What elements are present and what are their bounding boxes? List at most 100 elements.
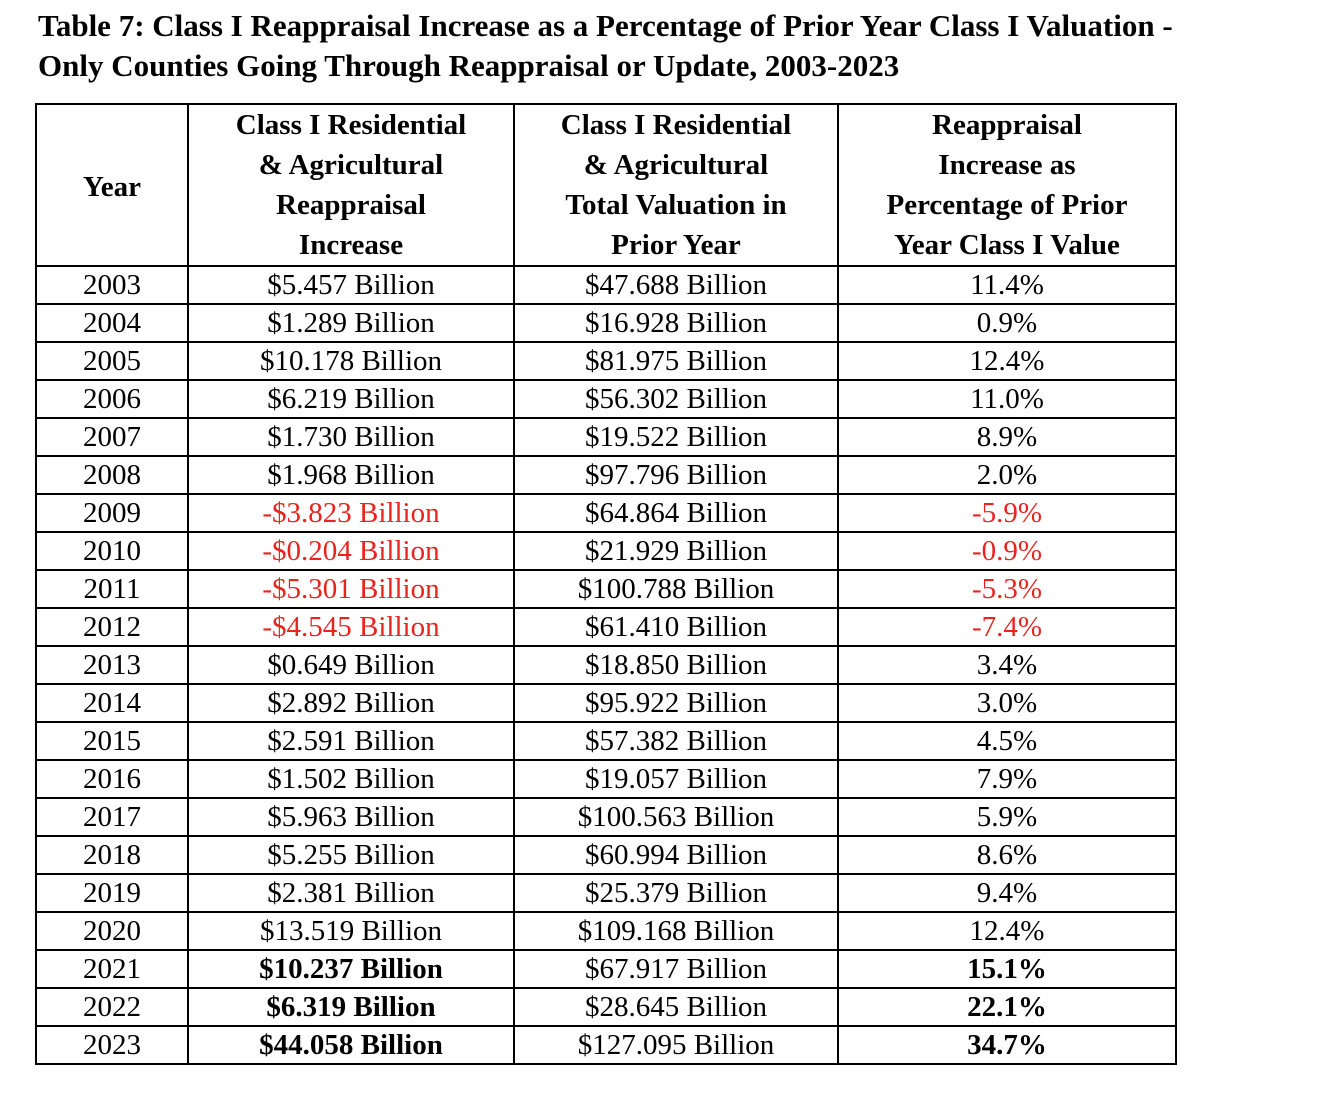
cell-percentage: 2.0% [837,455,1177,495]
cell-percentage: 3.0% [837,683,1177,723]
header-line: Total Valuation in [565,189,787,221]
table-row: 2016 $1.502 Billion $19.057 Billion 7.9% [35,759,1177,799]
table-row: 2017 $5.963 Billion $100.563 Billion 5.9% [35,797,1177,837]
cell-prior-valuation: $28.645 Billion [513,987,839,1027]
table-row: 2020 $13.519 Billion $109.168 Billion 12.4% [35,911,1177,951]
table-row: 2012 -$4.545 Billion $61.410 Billion -7.4% [35,607,1177,647]
cell-percentage: -7.4% [837,607,1177,647]
cell-year: 2003 [35,265,189,305]
table-row: 2018 $5.255 Billion $60.994 Billion 8.6% [35,835,1177,875]
table-row: 2013 $0.649 Billion $18.850 Billion 3.4% [35,645,1177,685]
cell-percentage: 5.9% [837,797,1177,837]
header-line: Reappraisal [276,189,426,221]
header-line: Year Class I Value [894,229,1120,261]
table-row: 2009 -$3.823 Billion $64.864 Billion -5.9% [35,493,1177,533]
table-row: 2021 $10.237 Billion $67.917 Billion 15.1% [35,949,1177,989]
cell-reappraisal-increase: $2.381 Billion [187,873,515,913]
table-row: 2003 $5.457 Billion $47.688 Billion 11.4% [35,265,1177,305]
header-line: Reappraisal [932,109,1082,141]
cell-reappraisal-increase: $10.178 Billion [187,341,515,381]
cell-percentage: 7.9% [837,759,1177,799]
header-line: Prior Year [611,229,741,261]
cell-prior-valuation: $127.095 Billion [513,1025,839,1065]
cell-year: 2007 [35,417,189,457]
cell-reappraisal-increase: $5.457 Billion [187,265,515,305]
cell-percentage: 11.0% [837,379,1177,419]
cell-reappraisal-increase: $44.058 Billion [187,1025,515,1065]
cell-prior-valuation: $56.302 Billion [513,379,839,419]
header-line: & Agricultural [583,149,769,181]
cell-year: 2021 [35,949,189,989]
cell-year: 2023 [35,1025,189,1065]
cell-percentage: -0.9% [837,531,1177,571]
cell-reappraisal-increase: -$5.301 Billion [187,569,515,609]
cell-percentage: 3.4% [837,645,1177,685]
cell-year: 2009 [35,493,189,533]
header-year: Year [35,103,189,267]
table-row: 2007 $1.730 Billion $19.522 Billion 8.9% [35,417,1177,457]
cell-prior-valuation: $95.922 Billion [513,683,839,723]
cell-reappraisal-increase: $10.237 Billion [187,949,515,989]
cell-prior-valuation: $21.929 Billion [513,531,839,571]
cell-percentage: 8.6% [837,835,1177,875]
cell-percentage: 11.4% [837,265,1177,305]
cell-prior-valuation: $57.382 Billion [513,721,839,761]
cell-percentage: 4.5% [837,721,1177,761]
cell-reappraisal-increase: $2.892 Billion [187,683,515,723]
header-percentage: Reappraisal Increase as Percentage of Pr… [837,103,1177,267]
cell-reappraisal-increase: -$3.823 Billion [187,493,515,533]
table-title: Table 7: Class I Reappraisal Increase as… [38,6,1328,86]
cell-percentage: 12.4% [837,341,1177,381]
cell-prior-valuation: $97.796 Billion [513,455,839,495]
cell-reappraisal-increase: -$0.204 Billion [187,531,515,571]
cell-reappraisal-increase: $6.319 Billion [187,987,515,1027]
cell-year: 2019 [35,873,189,913]
cell-percentage: 9.4% [837,873,1177,913]
cell-year: 2013 [35,645,189,685]
table-row: 2006 $6.219 Billion $56.302 Billion 11.0% [35,379,1177,419]
cell-reappraisal-increase: $1.730 Billion [187,417,515,457]
cell-prior-valuation: $109.168 Billion [513,911,839,951]
cell-reappraisal-increase: $1.289 Billion [187,303,515,343]
cell-reappraisal-increase: $2.591 Billion [187,721,515,761]
cell-percentage: 15.1% [837,949,1177,989]
cell-prior-valuation: $18.850 Billion [513,645,839,685]
header-prior-valuation: Class I Residential & Agricultural Total… [513,103,839,267]
title-line-1: Table 7: Class I Reappraisal Increase as… [38,8,1173,43]
cell-prior-valuation: $100.788 Billion [513,569,839,609]
table-row: 2015 $2.591 Billion $57.382 Billion 4.5% [35,721,1177,761]
table-body: 2003 $5.457 Billion $47.688 Billion 11.4% 20… [35,265,1177,1065]
cell-year: 2012 [35,607,189,647]
cell-reappraisal-increase: $0.649 Billion [187,645,515,685]
header-line: & Agricultural [258,149,444,181]
cell-year: 2015 [35,721,189,761]
cell-prior-valuation: $19.057 Billion [513,759,839,799]
cell-prior-valuation: $16.928 Billion [513,303,839,343]
cell-year: 2022 [35,987,189,1027]
cell-prior-valuation: $19.522 Billion [513,417,839,457]
table-row: 2005 $10.178 Billion $81.975 Billion 12.4% [35,341,1177,381]
table-row: 2008 $1.968 Billion $97.796 Billion 2.0% [35,455,1177,495]
header-row: Year Class I Residential & Agricultural … [35,103,1177,267]
cell-year: 2018 [35,835,189,875]
cell-year: 2017 [35,797,189,837]
title-line-2: Only Counties Going Through Reappraisal … [38,48,900,83]
cell-prior-valuation: $67.917 Billion [513,949,839,989]
cell-year: 2005 [35,341,189,381]
cell-year: 2010 [35,531,189,571]
table-row: 2022 $6.319 Billion $28.645 Billion 22.1% [35,987,1177,1027]
cell-percentage: 34.7% [837,1025,1177,1065]
header-line: Percentage of Prior [886,189,1128,221]
cell-reappraisal-increase: $1.502 Billion [187,759,515,799]
cell-year: 2016 [35,759,189,799]
cell-prior-valuation: $61.410 Billion [513,607,839,647]
table-row: 2010 -$0.204 Billion $21.929 Billion -0.9% [35,531,1177,571]
table-row: 2011 -$5.301 Billion $100.788 Billion -5.3% [35,569,1177,609]
cell-reappraisal-increase: $13.519 Billion [187,911,515,951]
header-line: Class I Residential [560,109,792,141]
table-row: 2019 $2.381 Billion $25.379 Billion 9.4% [35,873,1177,913]
table-row: 2014 $2.892 Billion $95.922 Billion 3.0% [35,683,1177,723]
cell-reappraisal-increase: $6.219 Billion [187,379,515,419]
cell-prior-valuation: $64.864 Billion [513,493,839,533]
cell-percentage: 12.4% [837,911,1177,951]
